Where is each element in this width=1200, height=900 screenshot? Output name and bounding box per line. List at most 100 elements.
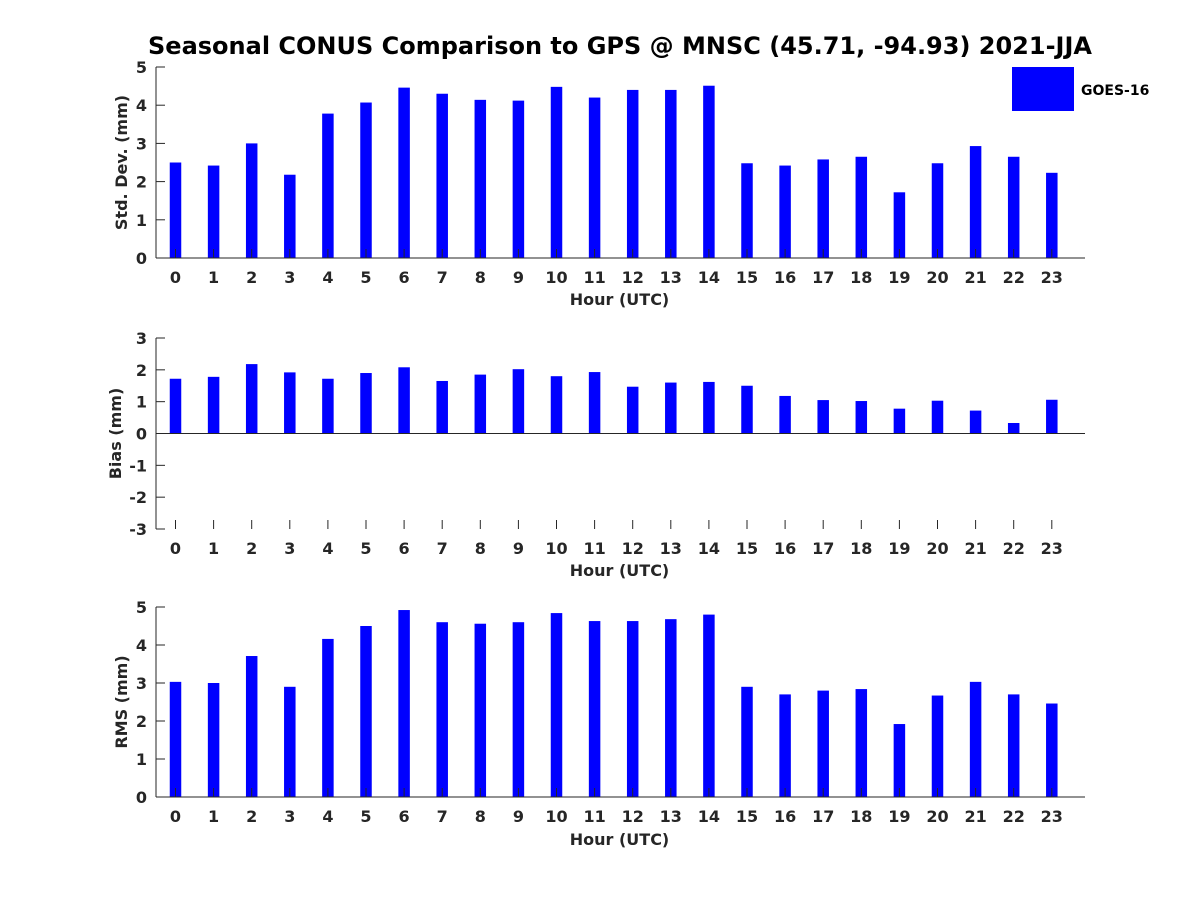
rms-x-tick-label: 8 [475, 807, 486, 826]
rms-bar-19 [893, 724, 906, 797]
bias-y-tick-label: 2 [136, 361, 147, 380]
bias-x-tick-label: 12 [622, 539, 644, 558]
bias-y-tick-label: 0 [136, 425, 147, 444]
rms-x-tick-label: 18 [850, 807, 872, 826]
rms-bar-20 [931, 695, 944, 797]
rms-x-tick-label: 10 [545, 807, 567, 826]
chart-title: Seasonal CONUS Comparison to GPS @ MNSC … [148, 32, 1092, 60]
bias-x-tick-label: 4 [322, 539, 333, 558]
rms-bar-21 [969, 681, 982, 797]
bias-x-tick-label: 22 [1003, 539, 1025, 558]
std-dev-bar-4 [322, 113, 334, 258]
legend: GOES-16 [1012, 67, 1149, 111]
rms-y-tick-label: 3 [136, 674, 147, 693]
rms-x-tick-label: 20 [926, 807, 948, 826]
bias-x-tick-label: 6 [399, 539, 410, 558]
rms-x-tick-label: 19 [888, 807, 910, 826]
bias-bar-18 [855, 401, 868, 434]
bias-y-tick-label: -2 [129, 488, 147, 507]
std-dev-y-tick-label: 1 [136, 211, 147, 230]
std-dev-x-tick-label: 3 [284, 268, 295, 287]
bias-bar-15 [741, 385, 753, 434]
rms-x-tick-label: 17 [812, 807, 834, 826]
std-dev-bar-2 [245, 143, 258, 258]
bias-x-tick-label: 18 [850, 539, 872, 558]
bias-bar-16 [779, 395, 791, 434]
bias-x-tick-label: 19 [888, 539, 910, 558]
rms-bar-18 [855, 689, 868, 797]
rms-x-tick-label: 5 [360, 807, 371, 826]
rms-x-tick-label: 9 [513, 807, 524, 826]
bias-x-tick-label: 8 [475, 539, 486, 558]
bias-x-tick-label: 0 [170, 539, 181, 558]
std-dev-bar-8 [474, 99, 487, 258]
rms-bar-13 [665, 619, 677, 797]
std-dev-x-tick-label: 5 [360, 268, 371, 287]
rms-bar-2 [245, 656, 258, 797]
rms-bar-0 [169, 681, 182, 797]
std-dev-bar-10 [550, 86, 563, 258]
std-dev-bar-21 [969, 146, 982, 258]
bias-bar-19 [893, 408, 906, 434]
std-dev-x-tick-label: 19 [888, 268, 910, 287]
legend-label: GOES-16 [1081, 83, 1149, 99]
std-dev-y-tick-label: 2 [136, 173, 147, 192]
legend-swatch [1012, 67, 1074, 111]
bias-bar-5 [360, 373, 372, 434]
std-dev-x-tick-label: 18 [850, 268, 872, 287]
bias-y-tick-label: 3 [136, 329, 147, 348]
rms-y-tick-label: 2 [136, 712, 147, 731]
std-dev-bar-0 [169, 162, 182, 258]
rms-x-tick-label: 13 [660, 807, 682, 826]
rms-bar-7 [436, 622, 448, 797]
rms-x-tick-label: 11 [583, 807, 605, 826]
rms-bar-10 [550, 613, 563, 797]
bias-bar-2 [245, 364, 258, 434]
rms-bar-9 [512, 622, 525, 797]
std-dev-bar-20 [931, 163, 944, 258]
bias-bar-21 [969, 410, 982, 434]
rms-bar-5 [360, 626, 372, 797]
std-dev-bar-6 [398, 87, 410, 258]
std-dev-bar-3 [284, 174, 296, 258]
std-dev-bar-5 [360, 102, 372, 258]
std-dev-x-tick-label: 16 [774, 268, 796, 287]
bias-x-tick-label: 5 [360, 539, 371, 558]
bias-bar-6 [398, 367, 410, 434]
bias-bar-13 [665, 382, 677, 434]
bias-bar-7 [436, 380, 448, 434]
std-dev-y-tick-label: 3 [136, 134, 147, 153]
rms-x-axis-label: Hour (UTC) [570, 830, 670, 849]
bias-bar-20 [931, 400, 944, 434]
rms-bar-8 [474, 623, 487, 797]
std-dev-y-tick-label: 5 [136, 58, 147, 77]
bias-x-tick-label: 17 [812, 539, 834, 558]
rms-bar-15 [741, 686, 753, 797]
rms-x-tick-label: 14 [698, 807, 720, 826]
std-dev-x-tick-label: 14 [698, 268, 720, 287]
rms-bar-14 [703, 614, 715, 797]
std-dev-y-axis-label: Std. Dev. (mm) [112, 95, 131, 230]
std-dev-y-tick-label: 4 [136, 96, 147, 115]
bias-bar-14 [703, 381, 715, 434]
bias-x-tick-label: 23 [1041, 539, 1063, 558]
std-dev-x-tick-label: 20 [926, 268, 948, 287]
std-dev-bar-23 [1046, 172, 1058, 258]
bias-bar-12 [626, 386, 639, 434]
bias-bar-3 [284, 372, 296, 434]
std-dev-x-tick-label: 17 [812, 268, 834, 287]
std-dev-x-tick-label: 23 [1041, 268, 1063, 287]
bias-x-tick-label: 16 [774, 539, 796, 558]
bias-x-tick-label: 11 [583, 539, 605, 558]
rms-bar-12 [626, 621, 639, 797]
std-dev-x-tick-label: 1 [208, 268, 219, 287]
bias-bar-9 [512, 369, 525, 434]
bias-bar-8 [474, 374, 487, 434]
bias-x-tick-label: 13 [660, 539, 682, 558]
bias-x-tick-label: 3 [284, 539, 295, 558]
rms-x-tick-label: 21 [964, 807, 986, 826]
